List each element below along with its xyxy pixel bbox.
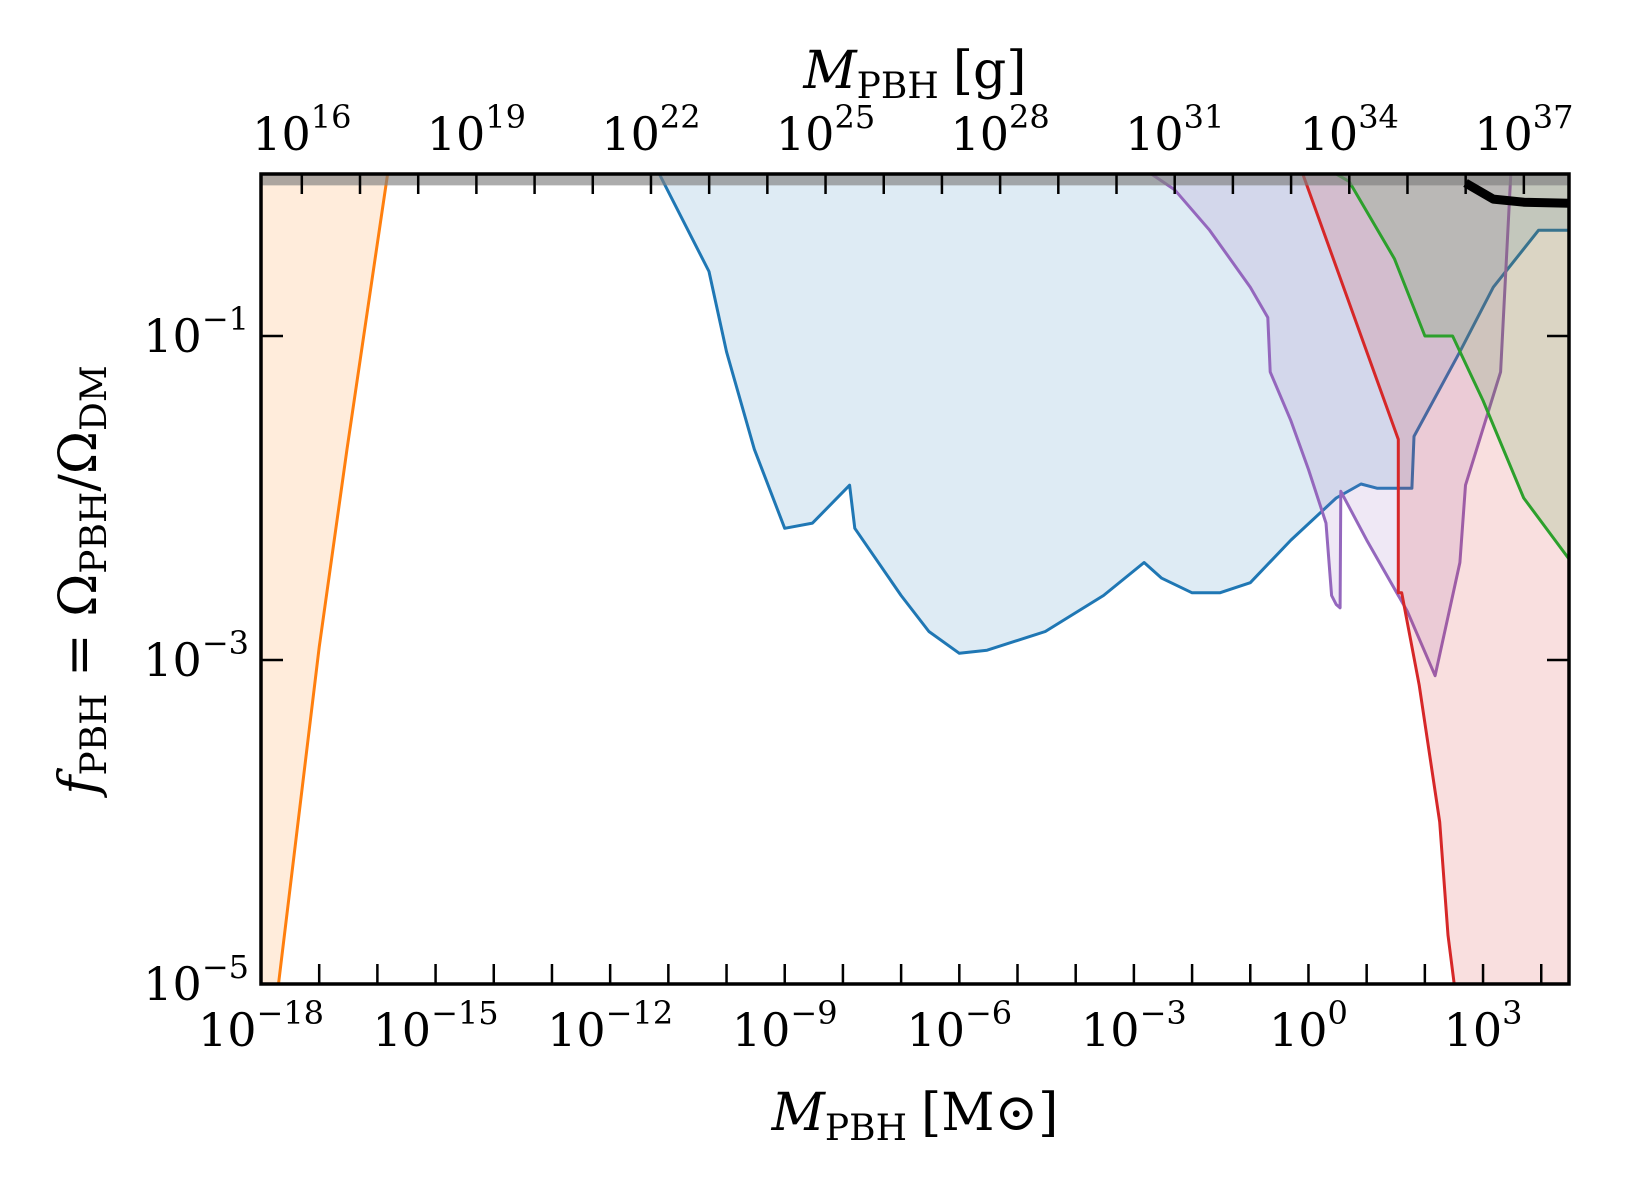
x2-axis-title-unit: [g] (953, 41, 1027, 101)
y-tick-label: 10−1 (143, 300, 249, 363)
plot-frame (259, 172, 1571, 986)
y-axis-title-eq: = Ω (49, 574, 109, 694)
x2-tick-label: 1031 (1125, 98, 1224, 161)
x2-tick-label: 1034 (1300, 98, 1399, 161)
x-axis-title: MPBH [M⊙] (771, 1083, 1059, 1149)
y-axis-title: fPBH = ΩPBH/ΩDM (49, 365, 115, 799)
ticks-layer (259, 174, 1569, 986)
series-line-purple (1150, 174, 1513, 678)
series-fill-green (1336, 174, 1569, 559)
series-layer (261, 174, 1569, 984)
x2-axis-title: MPBH [g] (802, 41, 1026, 107)
x-tick-label: 10−3 (1081, 994, 1187, 1057)
x-tick-label: 103 (1444, 994, 1523, 1057)
x2-axis-title-base: M (802, 41, 858, 101)
y-axis-title-sub2: PBH (74, 492, 115, 574)
series-fill-purple (1151, 174, 1511, 676)
x2-tick-label: 1025 (776, 98, 875, 161)
x-tick-label: 10−18 (198, 994, 324, 1057)
x2-tick-label: 1037 (1474, 98, 1573, 161)
x-tick-label: 10−9 (732, 994, 838, 1057)
series-line-blue (657, 174, 1569, 655)
x-tick-label: 100 (1269, 994, 1348, 1057)
x-tick-label: 10−12 (547, 994, 673, 1057)
y-axis-title-slash: /Ω (49, 431, 109, 492)
series-fill-orange (261, 174, 388, 984)
series-line-green (1335, 174, 1569, 560)
x-tick-label: 10−15 (373, 994, 499, 1057)
series-fill-red (1302, 174, 1569, 984)
x-axis-title-unit: [M⊙] (921, 1083, 1058, 1143)
series-line-orange (277, 174, 390, 984)
y-tick-label: 10−5 (143, 948, 249, 1011)
x2-tick-label: 1019 (427, 98, 526, 161)
y-axis-title-sub: PBH (74, 693, 115, 775)
x-tick-label: 10−6 (906, 994, 1012, 1057)
series-fill-gray (261, 174, 1569, 186)
x-axis-title-sub: PBH (825, 1108, 907, 1149)
series-line-black (1463, 179, 1569, 208)
x2-tick-label: 1028 (950, 98, 1049, 161)
y-axis-title-sub3: DM (74, 365, 115, 431)
x2-tick-label: 1022 (601, 98, 700, 161)
x-axis-title-base: M (771, 1083, 827, 1143)
labels-layer: 10−18 10−15 10−12 10−9 10−6 10−3 100 103 10−5 10−… (143, 98, 1573, 1057)
y-tick-label: 10−3 (143, 624, 249, 687)
x2-tick-label: 1016 (252, 98, 351, 161)
x2-axis-title-sub: PBH (857, 66, 939, 107)
series-fill-blue (659, 174, 1569, 654)
series-line-red (1301, 174, 1456, 984)
